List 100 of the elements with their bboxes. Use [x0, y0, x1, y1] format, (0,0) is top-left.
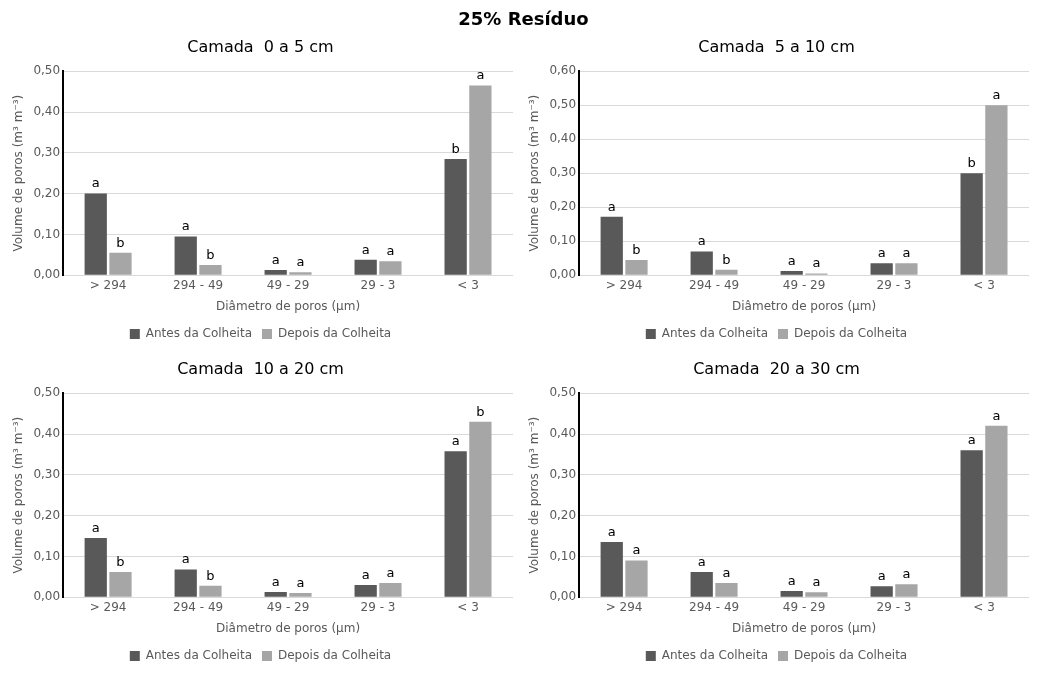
- bar: [174, 236, 197, 275]
- legend-label: Depois da Colheita: [277, 648, 392, 663]
- y-tick-label: 0,50: [33, 63, 61, 78]
- bar: [870, 263, 893, 275]
- y-axis-title: Volume de poros (m³ m⁻³): [11, 416, 26, 574]
- data-label: b: [722, 251, 731, 267]
- y-tick-label: 0,30: [33, 144, 61, 159]
- data-label: a: [992, 407, 1001, 423]
- data-label: a: [271, 573, 280, 589]
- y-tick-label: 0,50: [549, 385, 577, 400]
- bar: [379, 261, 402, 275]
- y-tick-label: 0,20: [549, 507, 577, 522]
- y-tick-label: 0,40: [549, 131, 577, 146]
- data-label: a: [812, 574, 821, 590]
- x-tick-label: > 294: [89, 599, 127, 614]
- bar: [174, 569, 197, 597]
- data-label: b: [116, 553, 125, 569]
- chart-subtitle: Camada 10 a 20 cm: [177, 358, 344, 378]
- data-label: a: [386, 564, 395, 580]
- legend-label: Depois da Colheita: [793, 326, 908, 341]
- y-axis-title: Volume de poros (m³ m⁻³): [527, 94, 542, 252]
- y-tick-label: 0,00: [549, 267, 577, 282]
- bar: [960, 173, 983, 275]
- data-label: b: [206, 246, 215, 262]
- data-label: a: [877, 568, 886, 584]
- data-label: a: [386, 243, 395, 259]
- data-label: a: [877, 245, 886, 261]
- y-tick-label: 0,20: [33, 185, 61, 200]
- bar: [780, 271, 803, 275]
- x-tick-label: < 3: [973, 277, 995, 292]
- chart-subtitle: Camada 5 a 10 cm: [698, 36, 855, 56]
- x-tick-label: < 3: [973, 599, 995, 614]
- bar: [199, 585, 222, 597]
- y-tick-label: 0,00: [33, 589, 61, 604]
- x-axis-title: Diâmetro de poros (µm): [216, 298, 361, 313]
- data-label: a: [271, 251, 280, 267]
- y-tick-label: 0,10: [33, 548, 61, 563]
- legend-label: Antes da Colheita: [145, 326, 253, 341]
- data-label: a: [607, 198, 616, 214]
- y-tick-label: 0,50: [33, 385, 61, 400]
- data-label: b: [632, 241, 641, 257]
- legend-label: Antes da Colheita: [661, 648, 769, 663]
- bar: [960, 450, 983, 597]
- y-tick-label: 0,30: [549, 165, 577, 180]
- x-tick-label: 29 - 3: [876, 277, 912, 292]
- x-tick-label: 49 - 29: [266, 599, 310, 614]
- bar: [625, 259, 648, 275]
- bar: [895, 263, 918, 275]
- chart-subtitle: Camada 20 a 30 cm: [693, 358, 860, 378]
- chart-title: 25% Resíduo: [457, 8, 590, 31]
- bar: [264, 591, 287, 597]
- bar: [84, 193, 107, 275]
- data-label: a: [91, 519, 100, 535]
- legend-label: Depois da Colheita: [277, 326, 392, 341]
- bar: [469, 85, 492, 275]
- data-label: a: [296, 574, 305, 590]
- bar: [354, 259, 377, 275]
- data-label: a: [697, 553, 706, 569]
- x-tick-label: 294 - 49: [173, 599, 224, 614]
- x-tick-label: 29 - 3: [360, 277, 396, 292]
- y-tick-label: 0,20: [33, 507, 61, 522]
- data-label: a: [902, 245, 911, 261]
- y-axis-title: Volume de poros (m³ m⁻³): [527, 416, 542, 574]
- bar: [625, 560, 648, 597]
- y-tick-label: 0,00: [549, 589, 577, 604]
- data-label: a: [992, 87, 1001, 103]
- data-label: b: [451, 140, 460, 156]
- data-label: b: [116, 234, 125, 250]
- x-tick-label: 29 - 3: [360, 599, 396, 614]
- data-label: a: [787, 572, 796, 588]
- y-tick-label: 0,30: [549, 466, 577, 481]
- bar: [199, 265, 222, 275]
- y-tick-label: 0,40: [33, 426, 61, 441]
- bar: [289, 272, 312, 275]
- x-axis-title: Diâmetro de poros (µm): [216, 620, 361, 635]
- y-tick-label: 0,60: [549, 63, 577, 78]
- bar: [985, 105, 1008, 275]
- bar: [444, 451, 467, 597]
- bar: [289, 593, 312, 597]
- x-axis-title: Diâmetro de poros (µm): [732, 620, 877, 635]
- legend-label: Depois da Colheita: [793, 648, 908, 663]
- data-label: a: [296, 254, 305, 270]
- bar: [469, 421, 492, 597]
- x-tick-label: > 294: [89, 277, 127, 292]
- bar: [870, 586, 893, 597]
- data-label: a: [607, 523, 616, 539]
- y-tick-label: 0,40: [33, 104, 61, 119]
- bar: [805, 592, 828, 597]
- bar: [600, 216, 623, 275]
- x-tick-label: 49 - 29: [782, 277, 826, 292]
- legend-label: Antes da Colheita: [661, 326, 769, 341]
- data-label: a: [722, 564, 731, 580]
- bar: [690, 251, 713, 275]
- x-axis-title: Diâmetro de poros (µm): [732, 298, 877, 313]
- bar: [264, 269, 287, 275]
- legend-label: Antes da Colheita: [145, 648, 253, 663]
- x-tick-label: > 294: [605, 277, 643, 292]
- data-label: a: [902, 566, 911, 582]
- x-tick-label: 294 - 49: [173, 277, 224, 292]
- data-label: a: [697, 233, 706, 249]
